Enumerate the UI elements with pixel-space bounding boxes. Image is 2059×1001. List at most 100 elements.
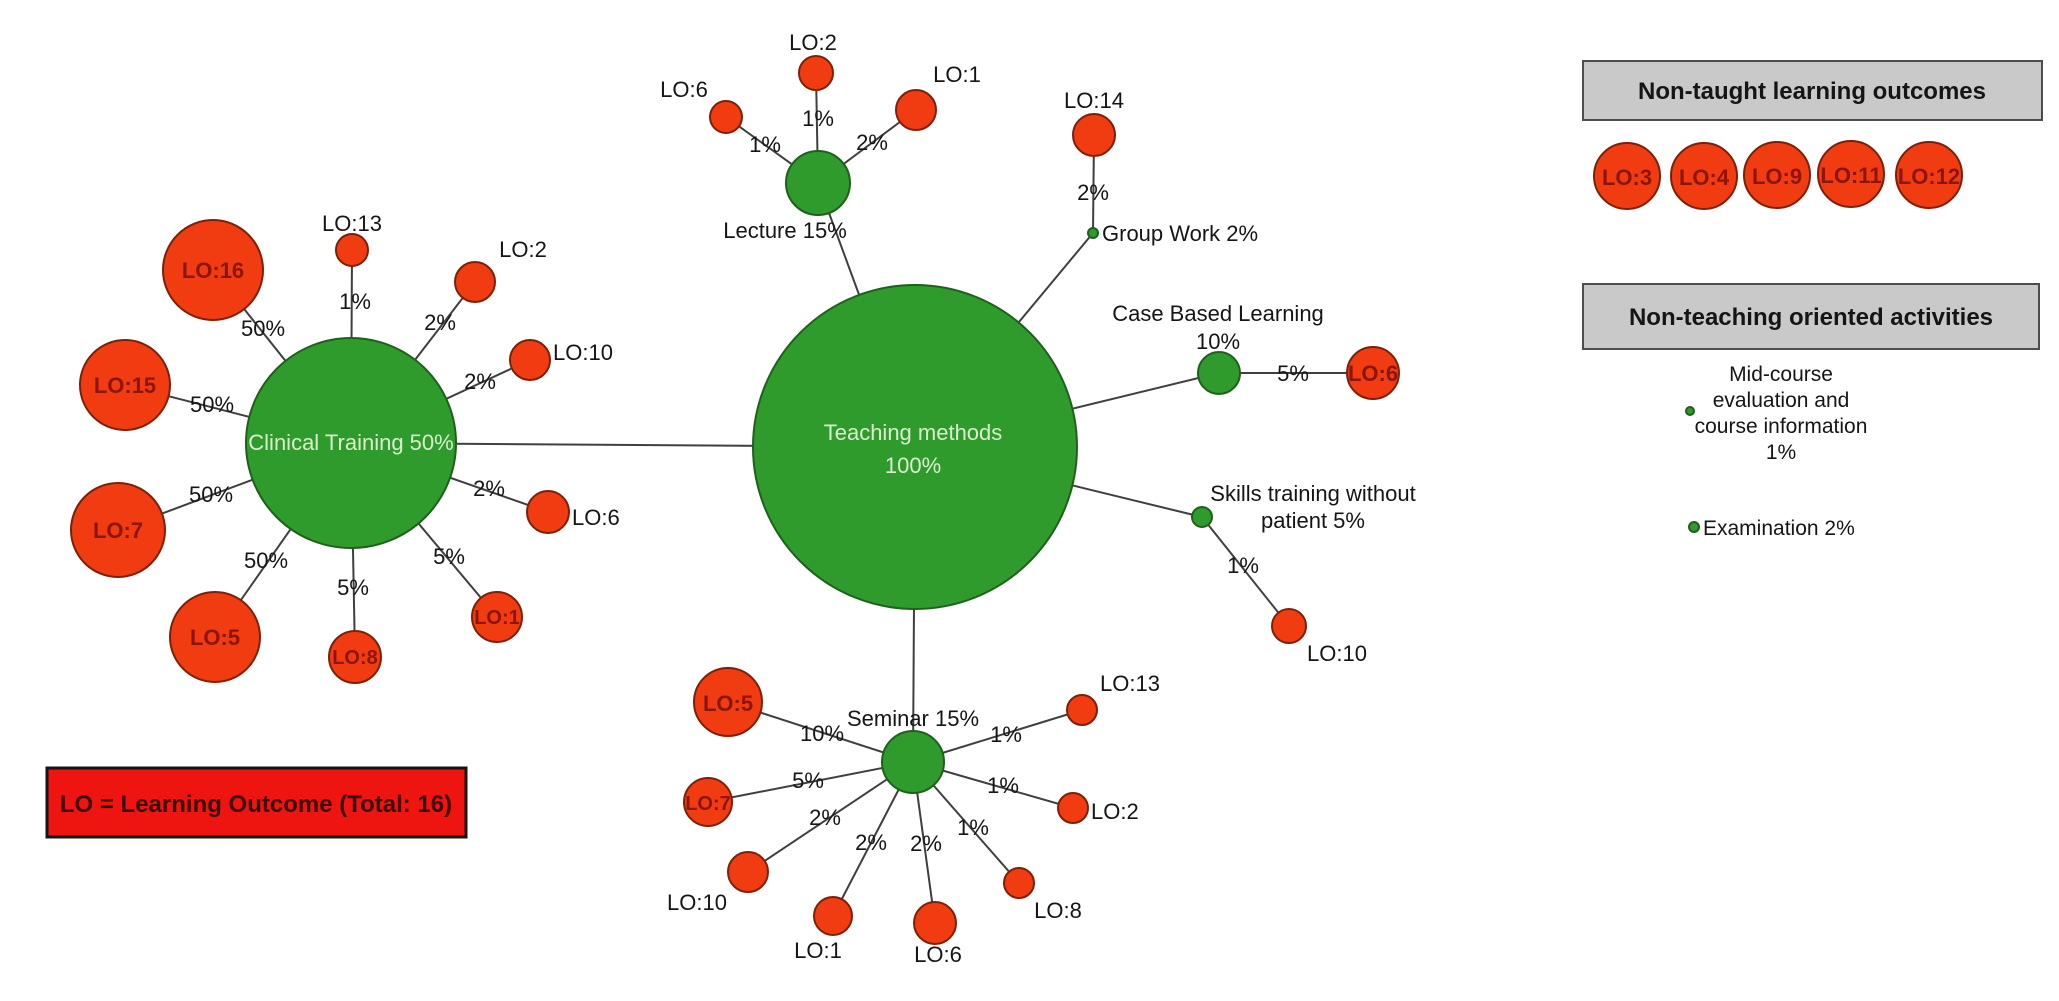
node-examination-dot [1688, 521, 1700, 533]
lo15-label: LO:15 [94, 373, 156, 398]
seminar-lo10-label: LO:10 [667, 890, 727, 915]
node-midcourse-dot [1685, 406, 1695, 416]
pct-clinical-lo8: 5% [337, 575, 369, 600]
legend-text: LO = Learning Outcome (Total: 16) [60, 791, 452, 818]
lo14-label: LO:14 [1064, 88, 1124, 113]
node-clinical-lo15 [79, 339, 171, 431]
case-based-label-line1: Case Based Learning [1112, 301, 1324, 326]
pct-clinical-lo13: 1% [339, 289, 371, 314]
node-nontaught-lo9 [1743, 141, 1811, 209]
examination-label: Examination 2% [1703, 517, 1855, 540]
nontaught-lo3-label: LO:3 [1602, 165, 1652, 190]
pct-clinical-lo1: 5% [433, 544, 465, 569]
node-lecture [785, 150, 851, 216]
non-teaching-header: Non-teaching oriented activities [1629, 304, 1993, 331]
pct-lecture-lo1: 2% [856, 130, 888, 155]
node-teaching-methods [752, 284, 1078, 610]
seminar-label: Seminar 15% [847, 706, 979, 731]
lo2-label: LO:2 [499, 237, 547, 262]
pct-clinical-lo15: 50% [190, 392, 234, 417]
pct-clinical-lo16: 50% [241, 316, 285, 341]
pct-groupwork-lo14: 2% [1077, 180, 1109, 205]
seminar-lo1-label: LO:1 [794, 938, 842, 963]
lo13-label: LO:13 [322, 211, 382, 236]
lecture-label: Lecture 15% [723, 218, 847, 243]
lecture-lo6-label: LO:6 [660, 77, 708, 102]
node-clinical-lo7 [70, 482, 166, 578]
seminar-lo8-label: LO:8 [1034, 898, 1082, 923]
nontaught-lo4-label: LO:4 [1679, 165, 1730, 190]
node-skills-lo10 [1271, 608, 1307, 644]
node-clinical-lo2 [454, 261, 496, 303]
green-nodes [245, 150, 1700, 794]
skills-label-line2: patient 5% [1261, 508, 1365, 533]
non-taught-header-box [1582, 60, 2043, 121]
pct-seminar-lo1: 2% [855, 830, 887, 855]
midcourse-line3: course information [1695, 415, 1868, 438]
pct-clinical-lo7: 50% [189, 482, 233, 507]
legend-box [45, 766, 468, 839]
lo7-label: LO:7 [93, 518, 143, 543]
node-clinical-training [245, 337, 457, 549]
pct-clinical-lo2: 2% [424, 310, 456, 335]
pct-seminar-lo2: 1% [987, 773, 1019, 798]
lo8-label: LO:8 [332, 647, 378, 669]
node-seminar-lo2 [1057, 792, 1089, 824]
non-taught-header: Non-taught learning outcomes [1638, 78, 1986, 105]
node-case-based-learning [1197, 351, 1241, 395]
node-seminar-lo8 [1003, 867, 1035, 899]
node-casebased-lo6 [1346, 346, 1400, 400]
node-nontaught-lo4 [1670, 142, 1738, 210]
nontaught-lo11-label: LO:11 [1820, 163, 1881, 188]
red-nodes [70, 55, 1963, 945]
lo5-label: LO:5 [190, 625, 240, 650]
pct-casebased-lo6: 5% [1277, 361, 1309, 386]
edge-seminar-lo7 [707, 761, 914, 803]
skills-lo10-label: LO:10 [1307, 641, 1367, 666]
pct-clinical-lo5: 50% [244, 548, 288, 573]
clinical-training-label: Clinical Training 50% [248, 430, 453, 455]
lecture-lo2-label: LO:2 [789, 30, 837, 55]
edge-seminar-lo10 [747, 761, 914, 873]
edge-skills-lo10 [1201, 516, 1290, 627]
seminar-lo13-label: LO:13 [1100, 671, 1160, 696]
pct-lecture-lo2: 1% [802, 106, 834, 131]
node-seminar [881, 730, 945, 794]
lecture-lo1-label: LO:1 [933, 62, 981, 87]
group-work-label: Group Work 2% [1102, 221, 1258, 246]
node-nontaught-lo3 [1593, 142, 1661, 210]
node-seminar-lo7 [683, 777, 733, 827]
node-lecture-lo6 [709, 100, 743, 134]
node-groupwork-lo14 [1072, 113, 1116, 157]
pct-seminar-lo10: 2% [809, 805, 841, 830]
pct-seminar-lo7: 5% [792, 768, 824, 793]
node-nontaught-lo12 [1895, 141, 1963, 209]
node-clinical-lo8 [328, 630, 382, 684]
node-clinical-lo10 [509, 339, 551, 381]
midcourse-line1: Mid-course [1729, 363, 1833, 386]
non-teaching-header-box [1582, 283, 2040, 350]
pct-seminar-lo8: 1% [957, 815, 989, 840]
teaching-methods-pct: 100% [885, 453, 941, 478]
pct-clinical-lo6: 2% [473, 476, 505, 501]
node-seminar-lo5 [693, 667, 763, 737]
node-seminar-lo10 [727, 851, 769, 893]
midcourse-line4: 1% [1766, 441, 1796, 464]
node-lecture-lo1 [895, 89, 937, 131]
node-seminar-lo13 [1066, 694, 1098, 726]
seminar-lo6-label: LO:6 [914, 942, 962, 967]
pct-seminar-lo5: 10% [800, 721, 844, 746]
skills-label-line1: Skills training without [1210, 481, 1415, 506]
seminar-lo7-label: LO:7 [685, 793, 731, 815]
lo16-label: LO:16 [182, 258, 244, 283]
seminar-lo5-label: LO:5 [703, 691, 753, 716]
nontaught-lo9-label: LO:9 [1752, 164, 1802, 189]
casebased-lo6-label: LO:6 [1348, 361, 1398, 386]
node-clinical-lo16 [162, 219, 264, 321]
pct-skills-lo10: 1% [1227, 553, 1259, 578]
node-group-work [1087, 227, 1099, 239]
node-skills-training [1191, 506, 1213, 528]
lo10-label: LO:10 [553, 340, 613, 365]
